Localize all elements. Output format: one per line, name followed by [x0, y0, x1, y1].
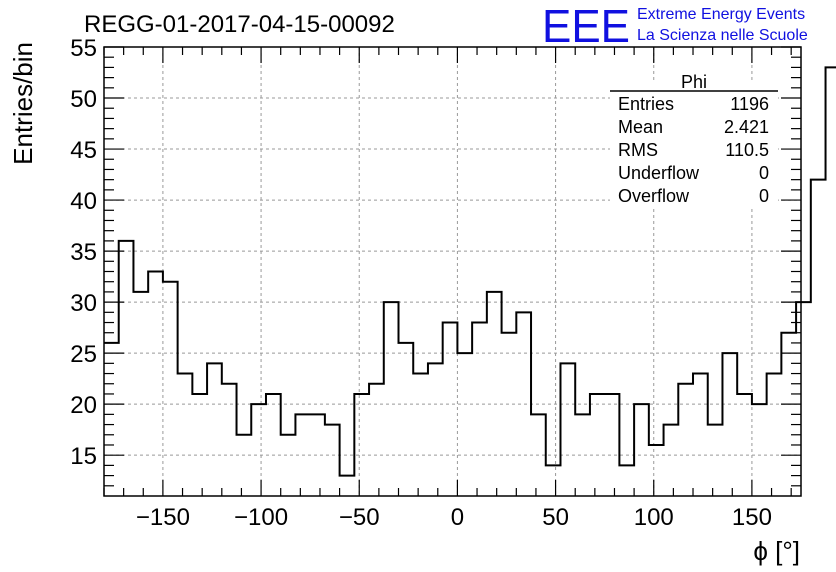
- histogram-line: [104, 66, 836, 477]
- x-axis-label: ϕ [°]: [753, 536, 800, 566]
- stats-row-label: Mean: [618, 117, 663, 137]
- y-tick-label: 20: [70, 392, 97, 419]
- stats-row-value: 0: [759, 186, 769, 206]
- stats-row-label: Entries: [618, 94, 674, 114]
- stats-row-label: RMS: [618, 140, 658, 160]
- y-tick-label: 35: [70, 239, 97, 266]
- x-tick-label: −100: [234, 504, 288, 531]
- logo-line-1: Extreme Energy Events: [637, 6, 805, 23]
- stats-title: Phi: [681, 72, 707, 92]
- x-tick-label: −150: [136, 504, 190, 531]
- stats-row-label: Overflow: [618, 186, 690, 206]
- y-tick-label: 30: [70, 290, 97, 317]
- axes: [103, 46, 802, 497]
- logo-mark: EEE: [542, 0, 630, 52]
- stats-row-label: Underflow: [618, 163, 700, 183]
- stats-row-value: 2.421: [724, 117, 769, 137]
- stats-row-value: 0: [759, 163, 769, 183]
- y-tick-labels: 15 20 25 30 35 40 45 50 55: [70, 35, 97, 470]
- y-tick-label: 40: [70, 188, 97, 215]
- stats-row-value: 110.5: [725, 140, 769, 160]
- stats-row-value: 1196: [730, 94, 769, 114]
- x-tick-labels: −150 −100 −50 0 50 100 150: [136, 504, 772, 531]
- x-tick-label: 100: [634, 504, 674, 531]
- x-tick-label: −50: [339, 504, 380, 531]
- y-tick-label: 55: [70, 35, 97, 62]
- stats-box: Phi Entries 1196 Mean 2.421 RMS 110.5 Underflo…: [610, 72, 778, 206]
- y-tick-label: 25: [70, 341, 97, 368]
- y-tick-label: 15: [70, 443, 97, 470]
- logo-line-2: La Scienza nelle Scuole: [637, 27, 808, 44]
- x-tick-label: 50: [542, 504, 569, 531]
- eee-logo: EEE Extreme Energy Events La Scienza nel…: [542, 0, 808, 52]
- y-tick-label: 45: [70, 137, 97, 164]
- x-tick-label: 150: [732, 504, 772, 531]
- chart-title: REGG-01-2017-04-15-00092: [84, 11, 395, 38]
- x-tick-label: 0: [451, 504, 464, 531]
- y-axis-label: Entries/bin: [8, 42, 38, 165]
- y-tick-label: 50: [70, 86, 97, 113]
